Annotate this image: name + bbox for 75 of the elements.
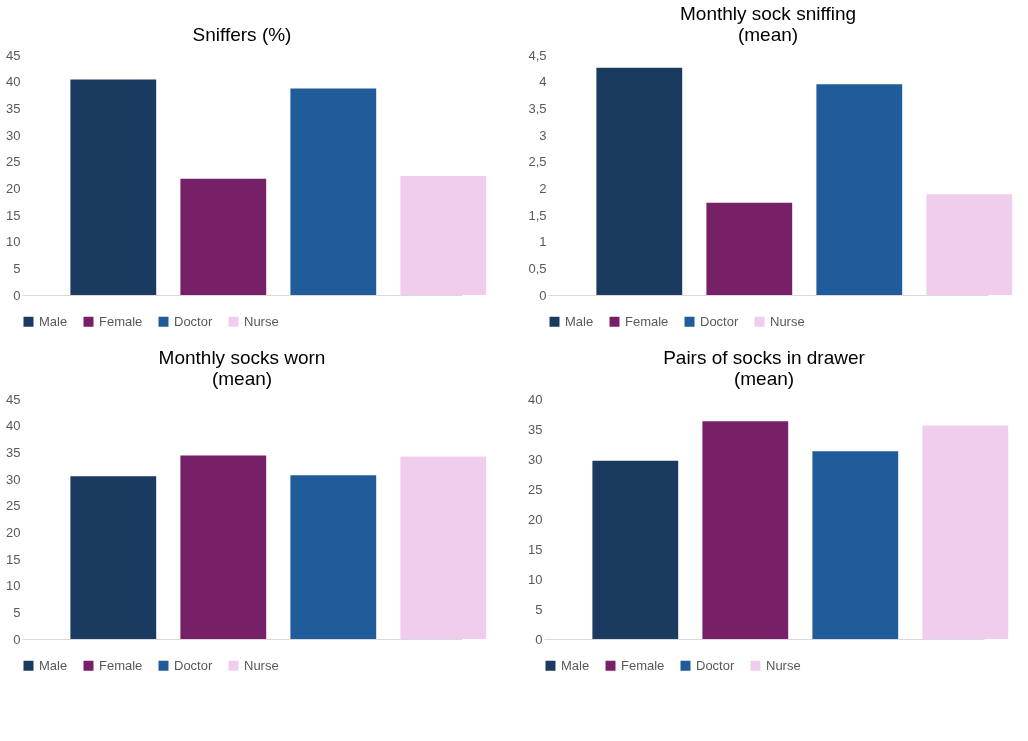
- bar: [592, 460, 679, 639]
- legend-label: Doctor: [696, 657, 735, 673]
- y-tick-label: 35: [528, 421, 543, 437]
- y-tick-label: 20: [528, 511, 543, 527]
- legend-label: Female: [99, 657, 143, 673]
- legend-label: Female: [99, 313, 143, 329]
- bar: [180, 178, 267, 295]
- legend-label: Nurse: [244, 657, 279, 673]
- y-tick-label: 10: [528, 571, 543, 587]
- y-tick-label: 1: [539, 234, 547, 250]
- chart-title: Pairs of socks in drawer (mean): [663, 347, 866, 389]
- chart-title: Sniffers (%): [192, 24, 292, 45]
- bar: [706, 202, 793, 295]
- y-tick-label: 45: [6, 47, 21, 63]
- y-tick-label: 25: [6, 498, 21, 514]
- bar: [816, 84, 903, 295]
- bar: [290, 88, 377, 295]
- y-tick-label: 3: [539, 127, 547, 143]
- chart-title: Monthly socks worn (mean): [158, 347, 326, 389]
- y-tick-label: 2,5: [528, 154, 547, 170]
- y-tick-label: 40: [6, 74, 21, 90]
- y-tick-label: 40: [6, 418, 21, 434]
- y-tick-label: 0: [13, 631, 21, 647]
- y-tick-label: 20: [6, 524, 21, 540]
- legend-label: Doctor: [174, 313, 213, 329]
- legend-label: Nurse: [244, 313, 279, 329]
- bar: [180, 455, 267, 639]
- y-tick-label: 4,5: [528, 47, 547, 63]
- y-tick-label: 20: [6, 180, 21, 196]
- y-tick-label: 35: [6, 444, 21, 460]
- bar: [400, 456, 487, 639]
- y-tick-label: 40: [528, 391, 543, 407]
- y-tick-label: 0: [535, 631, 543, 647]
- bar: [702, 421, 789, 639]
- bar: [596, 67, 683, 295]
- y-tick-label: 0: [13, 287, 21, 303]
- legend-label: Doctor: [700, 313, 739, 329]
- legend-label: Nurse: [770, 313, 805, 329]
- y-tick-label: 15: [528, 541, 543, 557]
- chart-title: Monthly sock sniffing (mean): [679, 3, 857, 45]
- y-tick-label: 15: [6, 207, 21, 223]
- y-tick-label: 3,5: [528, 100, 547, 116]
- y-tick-label: 15: [6, 551, 21, 567]
- bar: [400, 176, 487, 295]
- y-tick-label: 0: [539, 287, 547, 303]
- y-tick-label: 10: [6, 234, 21, 250]
- bar: [922, 425, 1009, 639]
- legend-label: Female: [625, 313, 669, 329]
- bar: [70, 79, 157, 295]
- bar: [926, 194, 1013, 295]
- legend-label: Male: [39, 657, 68, 673]
- y-tick-label: 45: [6, 391, 21, 407]
- legend-label: Nurse: [766, 657, 801, 673]
- legend-label: Male: [561, 657, 590, 673]
- y-tick-label: 5: [535, 601, 543, 617]
- y-tick-label: 5: [13, 260, 21, 276]
- y-tick-label: 25: [6, 154, 21, 170]
- y-tick-label: 30: [528, 451, 543, 467]
- bar: [290, 475, 377, 639]
- legend-label: Doctor: [174, 657, 213, 673]
- legend-label: Female: [621, 657, 665, 673]
- bar: [70, 476, 157, 639]
- legend-label: Male: [565, 313, 594, 329]
- y-tick-label: 35: [6, 100, 21, 116]
- y-tick-label: 2: [539, 180, 547, 196]
- y-tick-label: 10: [6, 578, 21, 594]
- y-tick-label: 30: [6, 471, 21, 487]
- bar: [812, 451, 899, 639]
- y-tick-label: 1,5: [528, 207, 547, 223]
- y-tick-label: 4: [539, 74, 547, 90]
- legend-label: Male: [39, 313, 68, 329]
- y-tick-label: 5: [13, 604, 21, 620]
- y-tick-label: 0,5: [528, 260, 547, 276]
- y-tick-label: 25: [528, 481, 543, 497]
- y-tick-label: 30: [6, 127, 21, 143]
